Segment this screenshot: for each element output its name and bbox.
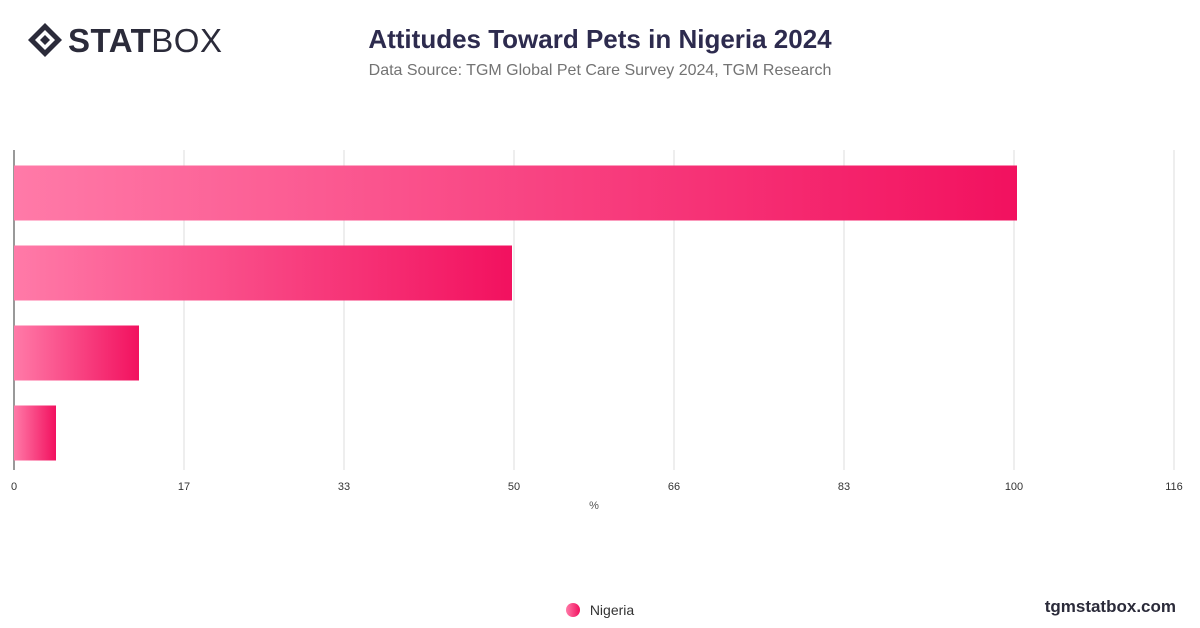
footer-site[interactable]: tgmstatbox.com	[1044, 597, 1176, 616]
x-tick-label: 66	[668, 481, 680, 493]
logo-text-light: BOX	[151, 21, 223, 59]
x-tick-label: 100	[1005, 481, 1023, 493]
x-tick-label: 83	[838, 481, 850, 493]
bar-2[interactable]	[14, 245, 512, 301]
logo-text-bold: STAT	[68, 21, 152, 59]
chart-subtitle: Data Source: TGM Global Pet Care Survey …	[368, 62, 832, 79]
bar-3[interactable]	[14, 325, 139, 381]
x-tick-label: 17	[178, 481, 190, 493]
statbox-logo: STATBOX	[26, 20, 222, 60]
chart-title: Attitudes Toward Pets in Nigeria 2024	[368, 24, 832, 54]
x-tick-label: 116	[1165, 481, 1183, 493]
bar-4[interactable]	[14, 405, 56, 461]
x-tick-label: 33	[338, 481, 350, 493]
legend-marker	[565, 603, 580, 617]
legend-label: Nigeria	[589, 602, 635, 618]
logo-text: STATBOX	[68, 24, 222, 57]
x-tick-label: 50	[508, 481, 520, 493]
x-tick-label: 0	[11, 481, 17, 493]
x-axis-label: %	[589, 500, 599, 512]
legend[interactable]: Nigeria	[0, 602, 1200, 618]
bar-1[interactable]	[14, 165, 1017, 221]
statbox-diamond-icon	[28, 23, 62, 57]
